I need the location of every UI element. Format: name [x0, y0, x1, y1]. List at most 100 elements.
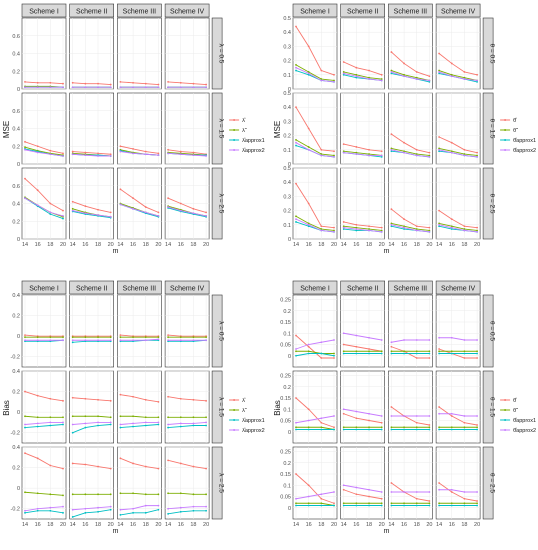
series-line	[24, 491, 64, 496]
data-point	[307, 127, 310, 130]
series-line	[343, 489, 382, 500]
series-line	[343, 71, 382, 80]
data-point	[179, 416, 182, 419]
data-point	[205, 215, 208, 217]
data-point	[132, 422, 134, 425]
data-point	[415, 225, 418, 228]
data-point	[109, 467, 112, 470]
data-point	[132, 81, 134, 84]
data-point	[167, 512, 170, 515]
series-line	[439, 222, 478, 231]
data-point	[295, 334, 297, 337]
y-tick-label: 0	[17, 334, 20, 340]
data-point	[428, 231, 431, 233]
panel-frame	[21, 294, 67, 368]
data-point	[132, 207, 134, 210]
data-point	[132, 425, 134, 428]
data-point	[36, 336, 39, 339]
scheme-strip	[435, 280, 481, 295]
x-tick-label: 14	[341, 242, 347, 248]
data-point	[157, 421, 160, 424]
data-point	[62, 217, 64, 220]
data-point	[450, 502, 453, 505]
data-point	[84, 154, 87, 157]
series-line	[120, 338, 159, 341]
scheme-strip	[164, 3, 210, 18]
data-point	[157, 86, 160, 89]
panel-frame	[69, 370, 114, 444]
data-point	[415, 491, 418, 493]
data-point	[463, 357, 466, 359]
data-point	[450, 504, 453, 507]
data-point	[109, 508, 112, 511]
data-point	[295, 421, 297, 424]
series-line	[295, 26, 335, 76]
data-point	[119, 415, 122, 418]
data-point	[49, 421, 52, 424]
data-point	[71, 396, 74, 399]
series-line	[72, 415, 111, 418]
scheme-label: Scheme I	[29, 286, 59, 293]
series-line	[343, 413, 382, 424]
data-point	[192, 509, 195, 512]
scheme-strip	[164, 280, 210, 295]
data-point	[167, 507, 170, 510]
data-point	[355, 146, 358, 148]
series-line	[168, 421, 207, 425]
y-tick-label: 0.2	[12, 144, 20, 150]
x-tick-label: 16	[306, 242, 312, 248]
data-point	[438, 352, 440, 355]
x-tick-label: 20	[474, 242, 480, 248]
data-point	[333, 504, 335, 507]
data-point	[380, 150, 383, 153]
y-tick-label: 0.4	[283, 30, 291, 36]
series-line	[120, 188, 159, 213]
data-point	[205, 86, 208, 89]
data-point	[36, 416, 39, 419]
x-tick-label: 14	[22, 242, 28, 248]
data-point	[167, 395, 170, 398]
data-point	[97, 152, 99, 155]
data-point	[415, 229, 418, 232]
row-strip	[482, 370, 494, 444]
row-label: θ = 0.5	[489, 43, 496, 63]
data-point	[24, 336, 26, 339]
data-point	[450, 62, 453, 65]
series-line	[295, 106, 335, 152]
data-point	[144, 424, 147, 427]
data-point	[49, 211, 52, 214]
data-point	[368, 412, 370, 415]
data-point	[307, 343, 310, 346]
data-point	[428, 491, 431, 493]
x-tick-label: 18	[461, 242, 467, 248]
data-point	[415, 154, 418, 157]
data-point	[390, 223, 393, 226]
data-point	[144, 150, 147, 153]
series-line	[72, 201, 111, 213]
data-point	[403, 228, 405, 230]
data-point	[463, 154, 466, 157]
data-point	[71, 336, 74, 339]
data-point	[24, 415, 26, 418]
data-point	[428, 428, 431, 431]
scheme-label: Scheme II	[76, 9, 108, 16]
y-tick-label: 0.4	[12, 445, 20, 451]
data-point	[450, 228, 453, 230]
legend-key-point	[504, 129, 507, 131]
data-point	[463, 78, 466, 80]
data-point	[380, 226, 383, 229]
data-point	[463, 426, 466, 429]
data-point	[62, 416, 64, 419]
data-point	[132, 462, 134, 465]
data-point	[333, 491, 335, 493]
series-line	[295, 353, 335, 357]
series-line	[391, 51, 430, 77]
data-point	[109, 155, 112, 157]
series-line	[391, 208, 430, 229]
data-point	[342, 143, 345, 146]
data-point	[438, 209, 440, 212]
data-point	[390, 72, 393, 75]
x-tick-label: 20	[474, 522, 480, 528]
series-line	[120, 334, 159, 337]
data-point	[144, 493, 147, 496]
